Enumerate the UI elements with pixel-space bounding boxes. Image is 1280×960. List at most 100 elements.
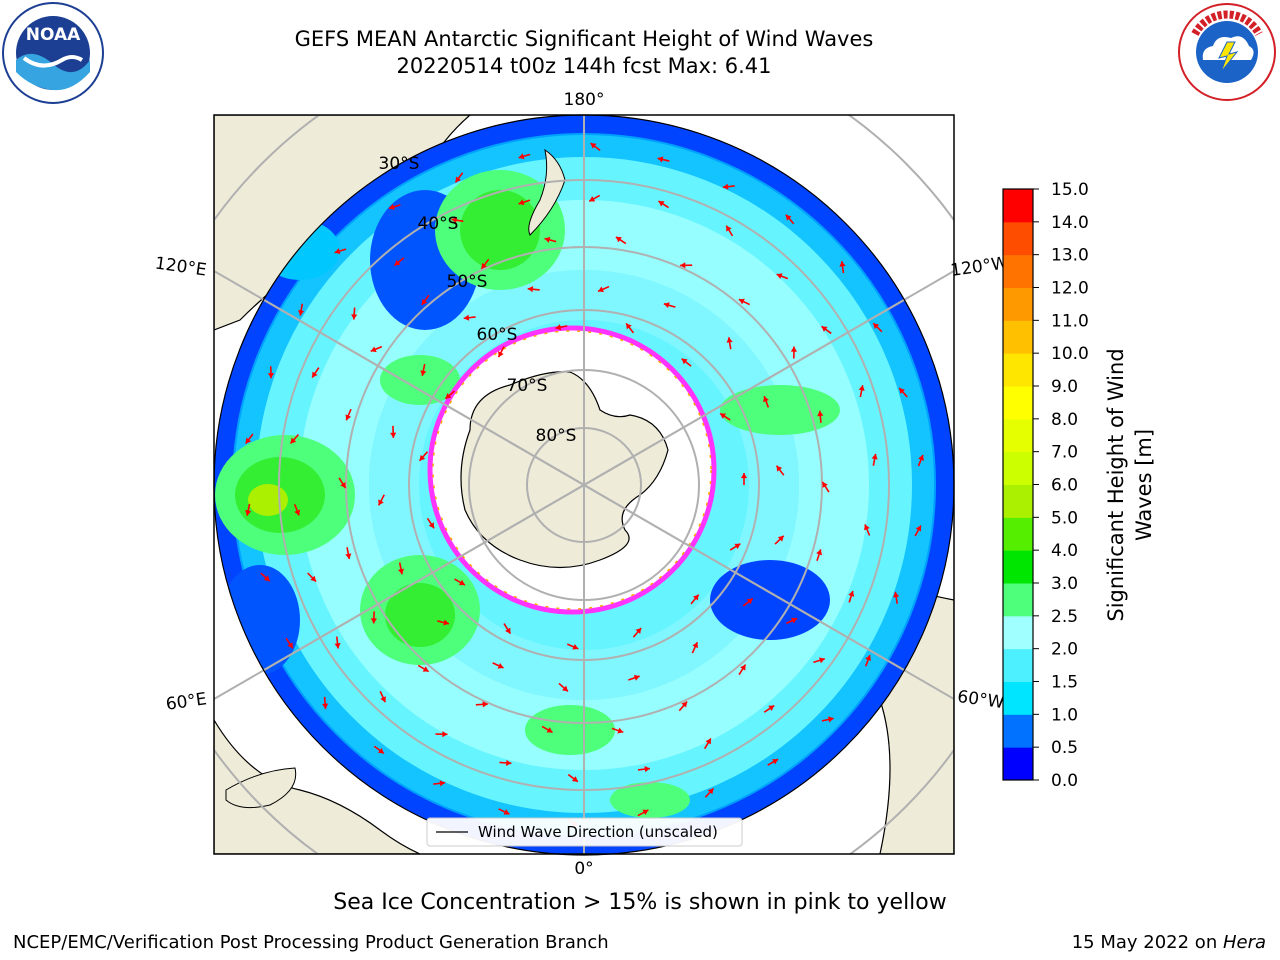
wind-arrow-head <box>463 314 470 321</box>
credit-date: 15 May 2022 on Hera <box>1072 932 1266 953</box>
wind-arrow-head <box>498 351 504 358</box>
wind-arrow-head <box>740 664 746 671</box>
wind-arrow-head <box>445 393 452 399</box>
colorbar-cell <box>1003 681 1033 715</box>
chart-title: GEFS MEAN Antarctic Significant Height o… <box>294 27 874 51</box>
wind-arrow-head <box>746 598 753 605</box>
wind-arrow-head <box>657 156 664 163</box>
lat-label-40s: 40°S <box>418 214 459 234</box>
wind-arrow-head <box>334 643 341 649</box>
wind-arrow-head <box>768 705 775 711</box>
wind-arrow-head <box>635 627 642 634</box>
wind-arrow-head <box>734 543 741 550</box>
wind-arrow-head <box>865 655 872 661</box>
lon-label-lower-right: 60°W <box>956 687 1005 713</box>
wind-arrow-head <box>692 642 699 649</box>
wind-arrow-head <box>420 370 427 376</box>
wind-arrow-head <box>617 727 624 734</box>
colorbar-cell <box>1003 386 1033 420</box>
wind-arrow-head <box>791 617 798 624</box>
lon-label-bottom: 0° <box>574 859 593 879</box>
wind-arrow-head <box>562 685 568 692</box>
wind-arrow-head <box>785 214 792 221</box>
wind-arrow-head <box>633 674 640 681</box>
wind-arrow-head <box>419 454 426 461</box>
wind-arrow-head <box>693 594 699 601</box>
lat-label-80s: 80°S <box>536 426 577 446</box>
wind-arrow-head <box>918 454 924 461</box>
wind-arrow-head <box>310 575 317 582</box>
wind-arrow-head <box>707 788 714 795</box>
sea-ice-note: Sea Ice Concentration > 15% is shown in … <box>333 890 947 915</box>
wind-arrow-head <box>839 261 846 267</box>
noaa-logo-text: NOAA <box>26 25 81 45</box>
wind-arrow-head <box>555 324 562 331</box>
wind-arrow-head <box>442 731 448 738</box>
wind-arrow-head <box>816 549 823 556</box>
wind-arrow-head <box>899 387 905 394</box>
wind-arrow-head <box>380 696 386 703</box>
lat-label-70s: 70°S <box>507 376 548 396</box>
colorbar-cell <box>1003 418 1033 453</box>
colorbar-tick-label: 11.0 <box>1051 311 1089 331</box>
wind-arrow-head <box>378 499 384 506</box>
wind-arrow-head <box>864 524 870 531</box>
wind-arrow-head <box>439 780 446 787</box>
colorbar-tick-label: 4.0 <box>1051 541 1078 561</box>
wind-arrow-head <box>571 776 578 782</box>
colorbar-tick-label: 10.0 <box>1051 344 1089 364</box>
lon-label-upper-left: 120°E <box>154 254 208 281</box>
wind-arrow-head <box>290 437 297 444</box>
wind-arrow-head <box>738 298 745 305</box>
wind-arrow-head <box>658 201 665 207</box>
colorbar-cell <box>1003 320 1033 354</box>
colorbar-tick-label: 12.0 <box>1051 279 1089 299</box>
wind-arrow-head <box>351 314 358 320</box>
colorbar-cell <box>1003 714 1033 748</box>
wind-arrow-head <box>298 309 305 316</box>
wind-arrow-head <box>680 262 686 269</box>
colorbar-cell <box>1003 254 1033 288</box>
colorbar-tick-label: 2.0 <box>1051 640 1078 660</box>
wind-arrow-head <box>451 217 458 224</box>
wind-arrow-head <box>790 346 798 352</box>
colorbar-cell <box>1003 648 1033 682</box>
wind-arrow-head <box>505 627 511 634</box>
wind-arrow-head <box>663 302 670 309</box>
wind-arrow-head <box>481 262 487 269</box>
wind-arrow-head <box>821 326 828 332</box>
wind-arrow-head <box>334 248 341 255</box>
wind-arrow-head <box>726 225 732 232</box>
colorbar-cell <box>1003 287 1033 321</box>
nws-logo-icon <box>1178 3 1276 101</box>
wind-arrow-head <box>263 575 270 582</box>
wind-arrow-head <box>518 153 525 160</box>
wind-arrow-head <box>443 619 449 626</box>
colorbar-tick-label: 0.5 <box>1051 738 1078 758</box>
wind-arrow-head <box>397 568 405 575</box>
land-africa <box>214 718 421 854</box>
lat-label-60s: 60°S <box>477 325 518 345</box>
lat-label-50s: 50°S <box>447 272 488 292</box>
colorbar-tick-label: 15.0 <box>1051 180 1089 200</box>
wind-arrow-head <box>518 199 525 206</box>
noaa-logo-icon: NOAA <box>2 2 104 104</box>
wind-arrow-head <box>772 759 779 765</box>
lon-label-top: 180° <box>564 90 605 110</box>
wind-arrow-head <box>873 323 880 330</box>
wind-arrow-head <box>705 738 711 745</box>
colorbar-tick-label: 9.0 <box>1051 377 1078 397</box>
wind-arrow-head <box>245 510 252 516</box>
wind-arrow-head <box>455 176 462 183</box>
credit-date-text: 15 May 2022 on <box>1071 932 1223 953</box>
colorbar-cell <box>1003 517 1033 551</box>
wind-arrow-head <box>726 337 733 343</box>
wind-arrow-head <box>776 273 783 280</box>
colorbar-cell <box>1003 221 1033 256</box>
wind-arrow-head <box>370 346 377 353</box>
map-legend: Wind Wave Direction (unscaled) <box>426 817 743 847</box>
colorbar-cell <box>1003 747 1033 781</box>
wind-arrow-head <box>503 809 510 815</box>
colorbar-label-line1: Significant Height of Wind <box>1104 348 1128 621</box>
